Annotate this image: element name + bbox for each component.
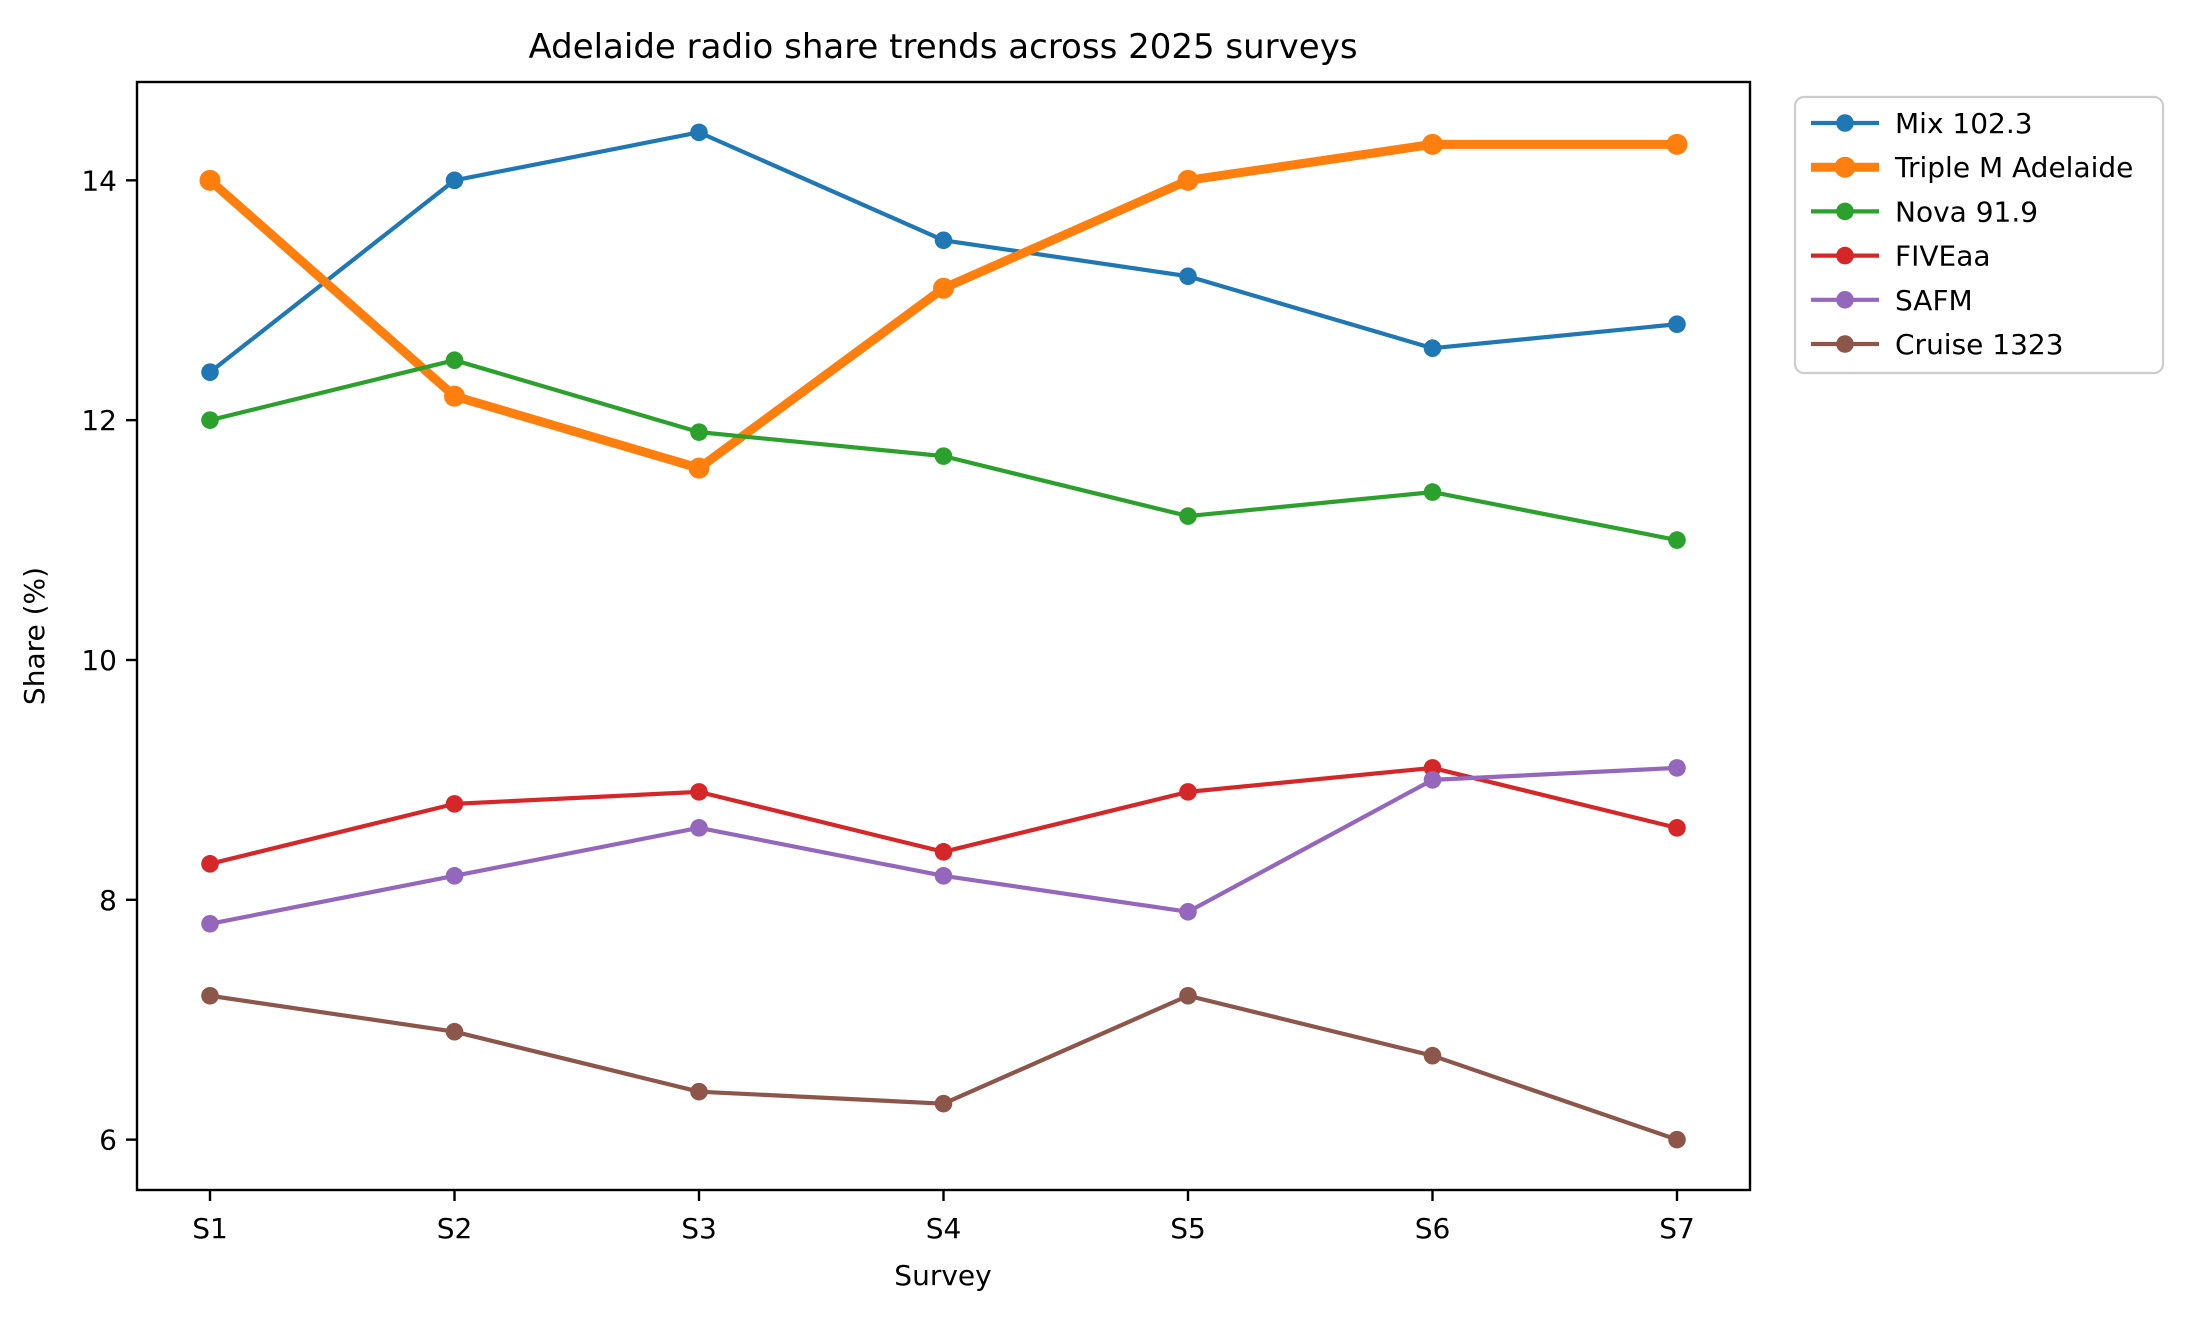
x-axis-label: Survey xyxy=(894,1259,991,1292)
data-point-fiveaa-s7 xyxy=(1668,819,1686,837)
data-point-safm-s4 xyxy=(934,867,953,885)
y-tick-label: 8 xyxy=(99,884,117,917)
data-point-nova-91-9-s4 xyxy=(934,447,953,465)
data-point-nova-91-9-s1 xyxy=(201,411,219,429)
data-point-nova-91-9-s5 xyxy=(1179,507,1197,525)
data-point-mix-102-3-s4 xyxy=(934,231,953,250)
chart-generated-layer: 6 8 10 12 14 S1 S2 S3 S4 S5 S6 S7 Mix 102.3 Triple M … xyxy=(81,80,2165,1245)
y-axis-label: Share (%) xyxy=(18,567,51,705)
x-tick-label: S3 xyxy=(681,1212,717,1245)
series-line-mix-102-3 xyxy=(207,130,1680,375)
legend-marker-nova-91-9 xyxy=(1836,202,1854,221)
x-tick-label: S6 xyxy=(1415,1212,1451,1245)
legend-marker-safm xyxy=(1836,291,1854,309)
chart-title: Adelaide radio share trends across 2025 … xyxy=(528,27,1357,67)
legend-box xyxy=(1793,95,2165,375)
x-tick-label: S1 xyxy=(192,1212,228,1245)
data-point-fiveaa-s2 xyxy=(445,795,464,813)
data-point-safm-s1 xyxy=(201,914,219,933)
legend-marker-triple-m-adelaide xyxy=(1834,156,1856,178)
y-tick-label: 10 xyxy=(81,644,117,677)
legend-marker-fiveaa xyxy=(1836,246,1854,265)
data-point-mix-102-3-s7 xyxy=(1668,315,1686,334)
legend-marker-mix-102-3 xyxy=(1836,114,1854,132)
legend-label-safm: SAFM xyxy=(1895,284,1973,317)
data-point-triple-m-adelaide-s5 xyxy=(1177,169,1199,191)
data-point-nova-91-9-s6 xyxy=(1423,483,1442,501)
data-point-mix-102-3-s5 xyxy=(1179,267,1197,286)
legend-marker-cruise-1323 xyxy=(1836,335,1854,353)
data-point-mix-102-3-s6 xyxy=(1423,339,1442,358)
x-tick-label: S2 xyxy=(437,1212,473,1245)
data-point-fiveaa-s3 xyxy=(690,783,708,801)
data-point-cruise-1323-s3 xyxy=(690,1082,708,1101)
data-point-fiveaa-s4 xyxy=(934,843,953,861)
legend-label-mix-102-3: Mix 102.3 xyxy=(1895,107,2033,140)
legend-label-cruise-1323: Cruise 1323 xyxy=(1895,328,2064,361)
y-tick-label: 6 xyxy=(99,1124,117,1157)
data-point-safm-s2 xyxy=(445,867,464,885)
data-point-triple-m-adelaide-s7 xyxy=(1666,133,1688,155)
data-point-nova-91-9-s2 xyxy=(445,351,464,369)
y-tick-label: 12 xyxy=(81,404,117,437)
y-tick-label: 14 xyxy=(81,164,117,197)
data-point-triple-m-adelaide-s3 xyxy=(688,457,710,479)
data-point-mix-102-3-s1 xyxy=(201,363,219,381)
data-point-triple-m-adelaide-s2 xyxy=(444,385,465,407)
data-point-triple-m-adelaide-s1 xyxy=(199,169,221,191)
data-point-fiveaa-s5 xyxy=(1179,783,1197,801)
data-point-fiveaa-s1 xyxy=(201,855,219,873)
x-tick-label: S5 xyxy=(1170,1212,1206,1245)
data-point-safm-s3 xyxy=(690,819,708,837)
data-point-cruise-1323-s2 xyxy=(445,1022,464,1041)
data-point-nova-91-9-s3 xyxy=(690,423,708,441)
data-point-mix-102-3-s3 xyxy=(690,123,708,142)
data-point-cruise-1323-s5 xyxy=(1179,986,1197,1005)
legend-label-fiveaa: FIVEaa xyxy=(1895,240,1991,273)
data-point-safm-s7 xyxy=(1668,759,1686,777)
series-line-triple-m-adelaide xyxy=(205,139,1682,473)
series-line-cruise-1323 xyxy=(207,993,1680,1142)
data-point-cruise-1323-s7 xyxy=(1668,1130,1686,1149)
x-tick-label: S7 xyxy=(1659,1212,1695,1245)
data-point-cruise-1323-s4 xyxy=(934,1094,953,1113)
x-tick-label: S4 xyxy=(926,1212,962,1245)
legend-label-nova-91-9: Nova 91.9 xyxy=(1895,195,2038,228)
legend-label-triple-m-adelaide: Triple M Adelaide xyxy=(1894,151,2133,184)
data-point-triple-m-adelaide-s6 xyxy=(1422,133,1443,155)
data-point-triple-m-adelaide-s4 xyxy=(933,277,954,299)
data-point-safm-s5 xyxy=(1179,903,1197,921)
data-point-mix-102-3-s2 xyxy=(445,171,464,190)
data-point-cruise-1323-s1 xyxy=(201,986,219,1005)
data-point-cruise-1323-s6 xyxy=(1423,1046,1442,1065)
data-point-safm-s6 xyxy=(1423,771,1442,789)
data-point-nova-91-9-s7 xyxy=(1668,531,1686,549)
